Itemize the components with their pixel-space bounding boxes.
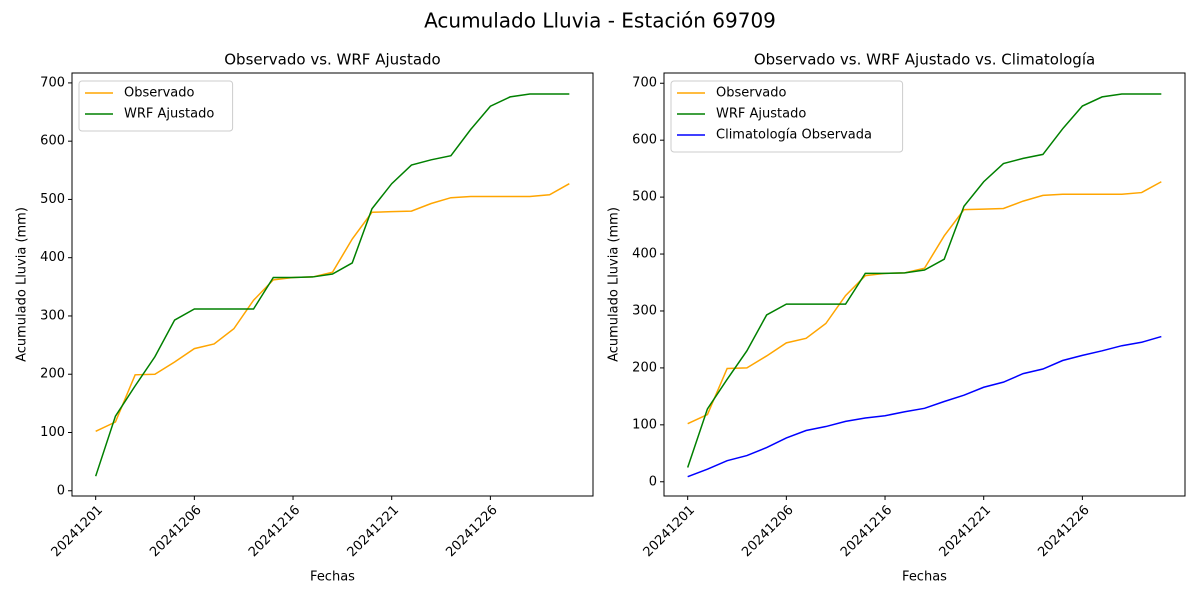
y-tick-label: 100 xyxy=(40,425,65,440)
legend-frame xyxy=(78,80,234,132)
y-tick-label: 700 xyxy=(40,75,65,90)
y-tick-label: 200 xyxy=(632,360,657,375)
legend-label: WRF Ajustado xyxy=(124,107,214,122)
axes-frame xyxy=(71,72,594,497)
legend-frame xyxy=(670,80,904,153)
y-tick-label: 300 xyxy=(40,308,65,323)
axes-frame xyxy=(663,72,1186,497)
y-tick-label: 0 xyxy=(649,474,657,489)
y-tick-label: 0 xyxy=(57,483,65,498)
legend-label: Observado xyxy=(716,86,787,101)
legend-label: Observado xyxy=(124,86,195,101)
x-axis-label: Fechas xyxy=(310,570,355,585)
y-tick-label: 400 xyxy=(632,247,657,262)
y-tick-label: 400 xyxy=(40,250,65,265)
y-tick-label: 500 xyxy=(632,190,657,205)
y-axis-label: Acumulado Lluvia (mm) xyxy=(607,207,622,362)
x-axis-label: Fechas xyxy=(902,570,947,585)
axes-title: Observado vs. WRF Ajustado vs. Climatolo… xyxy=(754,51,1095,69)
figure-title: Acumulado Lluvia - Estación 69709 xyxy=(424,9,776,33)
y-tick-label: 200 xyxy=(40,367,65,382)
series-line xyxy=(95,183,570,433)
y-axis-label: Acumulado Lluvia (mm) xyxy=(15,207,30,362)
series-line xyxy=(94,93,570,477)
series-line xyxy=(686,93,1162,468)
y-tick-label: 600 xyxy=(632,133,657,148)
legend-label: WRF Ajustado xyxy=(716,107,806,122)
series-line xyxy=(687,181,1162,425)
y-tick-label: 300 xyxy=(632,303,657,318)
axes-title: Observado vs. WRF Ajustado xyxy=(224,51,440,69)
y-tick-label: 500 xyxy=(40,192,65,207)
y-tick-label: 100 xyxy=(632,417,657,432)
series-line xyxy=(687,335,1162,478)
legend-label: Climatología Observada xyxy=(716,128,872,143)
y-tick-label: 700 xyxy=(632,76,657,91)
y-tick-label: 600 xyxy=(40,134,65,149)
